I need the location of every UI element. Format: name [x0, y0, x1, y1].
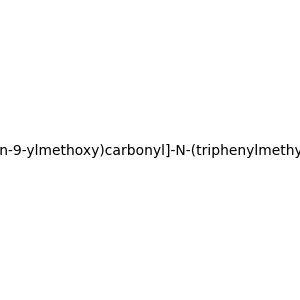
- Text: N2-[(9H-Fluoren-9-ylmethoxy)carbonyl]-N-(triphenylmethyl)-D-asparagine: N2-[(9H-Fluoren-9-ylmethoxy)carbonyl]-N-…: [0, 145, 300, 158]
